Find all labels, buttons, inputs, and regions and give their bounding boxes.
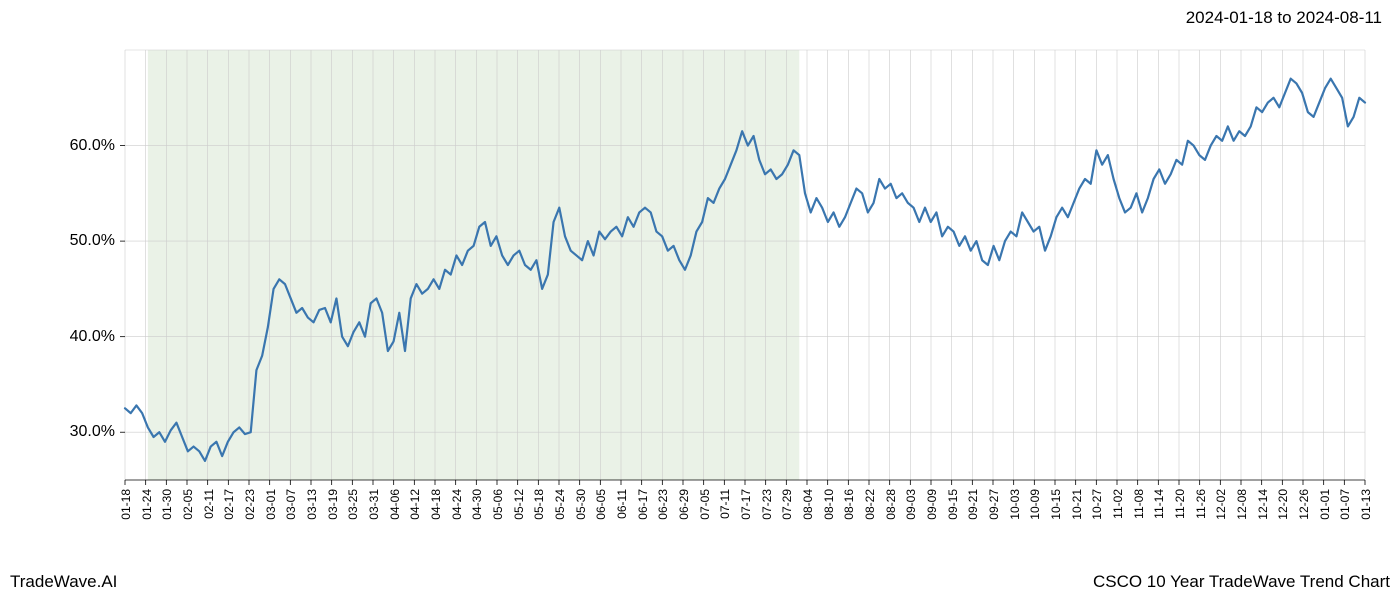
x-tick-label: 06-11 xyxy=(615,489,629,519)
y-axis: 30.0% 40.0% 50.0% 60.0% xyxy=(45,50,115,480)
x-tick-label: 03-31 xyxy=(367,489,381,520)
x-tick-label: 11-14 xyxy=(1152,489,1166,519)
x-tick-label: 11-20 xyxy=(1173,489,1187,519)
x-tick-label: 06-05 xyxy=(594,489,608,520)
x-tick-label: 06-17 xyxy=(636,489,650,520)
x-tick-label: 01-18 xyxy=(119,489,133,520)
x-tick-label: 05-24 xyxy=(553,489,567,520)
x-tick-label: 03-19 xyxy=(326,489,340,520)
x-tick-label: 03-13 xyxy=(305,489,319,520)
x-tick-label: 09-21 xyxy=(966,489,980,520)
chart-plot-area xyxy=(125,50,1365,480)
x-tick-label: 06-23 xyxy=(656,489,670,520)
x-tick-label: 03-25 xyxy=(346,489,360,520)
x-tick-label: 07-11 xyxy=(718,489,732,519)
x-tick-label: 12-08 xyxy=(1235,489,1249,520)
x-tick-label: 01-07 xyxy=(1338,489,1352,520)
x-tick-label: 11-02 xyxy=(1111,489,1125,519)
x-tick-label: 05-30 xyxy=(574,489,588,520)
x-tick-label: 10-15 xyxy=(1049,489,1063,520)
x-tick-label: 02-17 xyxy=(222,489,236,520)
x-tick-label: 12-26 xyxy=(1297,489,1311,520)
x-tick-label: 03-07 xyxy=(284,489,298,520)
chart-title: CSCO 10 Year TradeWave Trend Chart xyxy=(1093,572,1390,592)
x-tick-label: 06-29 xyxy=(677,489,691,520)
x-tick-label: 10-03 xyxy=(1008,489,1022,520)
y-tick-label: 30.0% xyxy=(70,423,115,441)
x-tick-label: 02-05 xyxy=(181,489,195,520)
brand-label: TradeWave.AI xyxy=(10,572,117,592)
x-tick-label: 09-15 xyxy=(946,489,960,520)
x-tick-label: 10-27 xyxy=(1090,489,1104,520)
x-tick-label: 01-24 xyxy=(140,489,154,520)
x-tick-label: 01-13 xyxy=(1359,489,1373,520)
x-tick-label: 02-11 xyxy=(202,489,216,519)
x-tick-label: 05-12 xyxy=(512,489,526,520)
x-tick-label: 07-17 xyxy=(739,489,753,520)
x-tick-label: 12-14 xyxy=(1256,489,1270,520)
x-tick-label: 10-21 xyxy=(1070,489,1084,520)
x-tick-label: 10-09 xyxy=(1028,489,1042,520)
x-tick-label: 09-03 xyxy=(904,489,918,520)
x-tick-label: 02-23 xyxy=(243,489,257,520)
x-tick-label: 01-01 xyxy=(1318,489,1332,520)
x-tick-label: 11-26 xyxy=(1194,489,1208,519)
x-tick-label: 03-01 xyxy=(264,489,278,520)
x-tick-label: 08-28 xyxy=(884,489,898,520)
date-range-header: 2024-01-18 to 2024-08-11 xyxy=(1186,8,1382,28)
x-tick-label: 12-02 xyxy=(1214,489,1228,520)
x-tick-label: 09-27 xyxy=(987,489,1001,520)
y-tick-label: 50.0% xyxy=(70,232,115,250)
x-axis: 01-1801-2401-3002-0502-1102-1702-2303-01… xyxy=(125,485,1365,545)
x-tick-label: 08-16 xyxy=(842,489,856,520)
x-tick-label: 07-29 xyxy=(780,489,794,520)
x-tick-label: 04-24 xyxy=(450,489,464,520)
x-tick-label: 05-18 xyxy=(532,489,546,520)
x-tick-label: 08-10 xyxy=(822,489,836,520)
x-tick-label: 04-30 xyxy=(470,489,484,520)
x-tick-label: 08-04 xyxy=(801,489,815,520)
x-tick-label: 04-18 xyxy=(429,489,443,520)
x-tick-label: 08-22 xyxy=(863,489,877,520)
y-tick-label: 60.0% xyxy=(70,137,115,155)
x-tick-label: 12-20 xyxy=(1276,489,1290,520)
x-tick-label: 05-06 xyxy=(491,489,505,520)
x-tick-label: 07-23 xyxy=(760,489,774,520)
x-tick-label: 07-05 xyxy=(698,489,712,520)
chart-svg xyxy=(125,50,1365,480)
x-tick-label: 11-08 xyxy=(1132,489,1146,519)
x-tick-label: 04-06 xyxy=(388,489,402,520)
x-tick-label: 04-12 xyxy=(408,489,422,520)
x-tick-label: 01-30 xyxy=(160,489,174,520)
y-tick-label: 40.0% xyxy=(70,328,115,346)
x-tick-label: 09-09 xyxy=(925,489,939,520)
